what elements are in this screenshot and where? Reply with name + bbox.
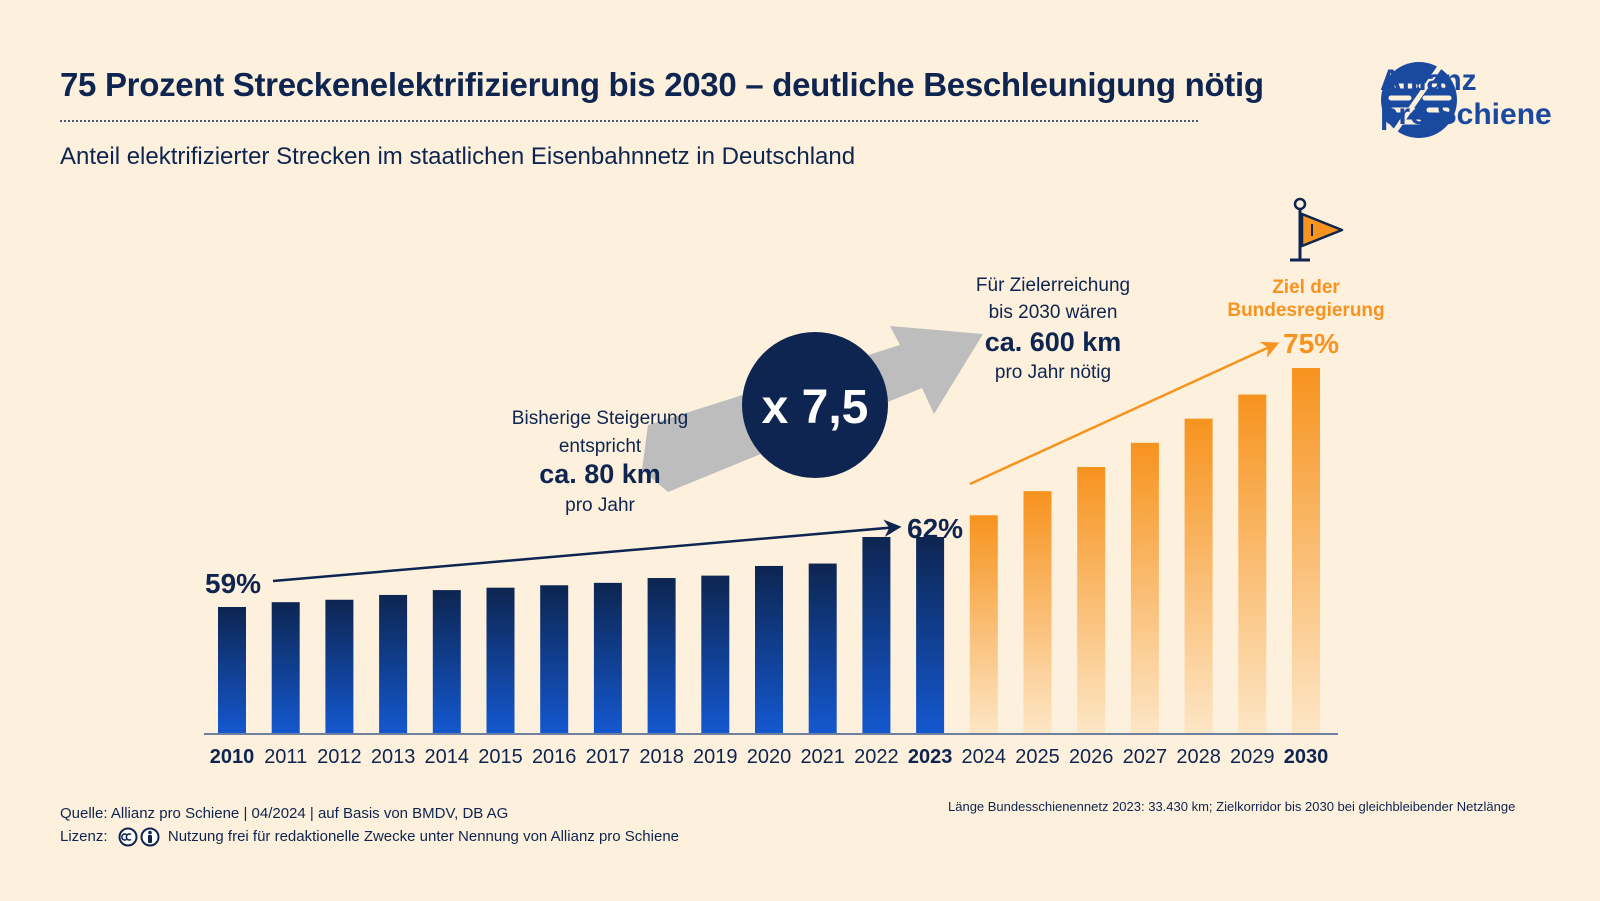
title-divider <box>60 120 1198 122</box>
bar-2029 <box>1238 394 1267 734</box>
x-label-2026: 2026 <box>1069 746 1114 768</box>
x-label-2014: 2014 <box>425 746 470 768</box>
label-62: 62% <box>907 513 963 544</box>
bar-2010 <box>218 607 246 734</box>
target-title-line-2: Bundesregierung <box>1227 300 1384 321</box>
footer-license: Lizenz: Nutzung frei für redaktionelle Z… <box>60 825 679 848</box>
logo-line-2: pro Schiene <box>1380 98 1552 131</box>
bar-2017 <box>593 582 622 734</box>
x-label-2019: 2019 <box>693 746 738 768</box>
x-label-2029: 2029 <box>1230 746 1275 768</box>
bar-2015 <box>486 587 515 734</box>
page-subtitle: Anteil elektrifizierter Strecken im staa… <box>60 143 856 170</box>
bar-2024 <box>969 515 998 734</box>
left-note-line-1: Bisherige Steigerung <box>512 408 688 429</box>
right-note-line-3: ca. 600 km <box>985 327 1122 357</box>
x-label-2027: 2027 <box>1123 746 1168 768</box>
target-title-line-1: Ziel der <box>1272 277 1340 298</box>
allianz-logo-icon <box>1381 62 1457 138</box>
footer-source-block: Quelle: Allianz pro Schiene | 04/2024 | … <box>60 802 679 848</box>
right-note-line-1: Für Zielerreichung <box>976 275 1130 296</box>
footer-license-label: Lizenz: <box>60 828 108 845</box>
bar-2014 <box>432 590 461 734</box>
x-label-2024: 2024 <box>962 746 1007 768</box>
x-axis-labels: 2010 2011 2012 2013 2014 2015 2016 2017 2018 2019… <box>210 746 1329 768</box>
trend-arrow-target <box>969 341 1280 486</box>
bar-2018 <box>647 578 676 734</box>
left-note-line-3: ca. 80 km <box>539 459 661 489</box>
x-label-2018: 2018 <box>639 746 684 768</box>
bar-2012 <box>325 599 354 734</box>
label-59: 59% <box>205 568 261 599</box>
x-label-2013: 2013 <box>371 746 416 768</box>
bars-group <box>218 368 1320 734</box>
bar-2028 <box>1184 418 1213 734</box>
multiplier-circle <box>742 332 888 478</box>
x-label-2025: 2025 <box>1015 746 1060 768</box>
footer-note: Länge Bundesschienennetz 2023: 33.430 km… <box>948 799 1516 814</box>
bar-2030 <box>1292 368 1320 734</box>
logo-wordmark: Allianz pro Schiene <box>1380 64 1552 132</box>
x-label-2015: 2015 <box>478 746 523 768</box>
x-label-2020: 2020 <box>747 746 792 768</box>
x-label-2030: 2030 <box>1284 746 1329 768</box>
bar-2020 <box>755 565 783 734</box>
bar-2019 <box>701 575 730 734</box>
multiplier-label: x 7,5 <box>762 381 869 434</box>
x-label-2021: 2021 <box>800 746 845 768</box>
bar-2022 <box>862 536 891 734</box>
x-label-2016: 2016 <box>532 746 577 768</box>
bar-2011 <box>271 602 300 734</box>
x-label-2022: 2022 <box>854 746 899 768</box>
left-note-line-4: pro Jahr <box>565 495 635 516</box>
x-label-2023: 2023 <box>908 746 953 768</box>
label-75: 75% <box>1283 328 1339 359</box>
right-note-line-4: pro Jahr nötig <box>995 362 1111 383</box>
trend-arrow-actual <box>272 519 902 583</box>
bar-2013 <box>379 594 408 734</box>
flag-icon <box>1290 197 1344 262</box>
license-icons <box>118 827 160 847</box>
bar-2023 <box>916 536 945 734</box>
bar-2021 <box>808 563 837 734</box>
footer-source: Quelle: Allianz pro Schiene | 04/2024 | … <box>60 805 509 822</box>
cc-icon <box>118 827 138 847</box>
x-label-2017: 2017 <box>586 746 631 768</box>
bar-2025 <box>1023 491 1052 734</box>
x-label-2028: 2028 <box>1176 746 1221 768</box>
x-label-2011: 2011 <box>264 746 307 768</box>
footer-license-text: Nutzung frei für redaktionelle Zwecke un… <box>167 828 680 845</box>
right-note-line-2: bis 2030 wären <box>989 302 1118 323</box>
x-label-2012: 2012 <box>317 746 362 768</box>
left-note-line-2: entspricht <box>559 436 642 457</box>
logo-line-1: Allianz <box>1380 64 1477 97</box>
by-person-icon <box>140 827 160 847</box>
page-title: 75 Prozent Streckenelektrifizierung bis … <box>60 66 1264 103</box>
x-label-2010: 2010 <box>210 746 255 768</box>
bar-2027 <box>1130 442 1159 734</box>
bar-2026 <box>1077 466 1106 734</box>
bar-2016 <box>540 585 569 734</box>
